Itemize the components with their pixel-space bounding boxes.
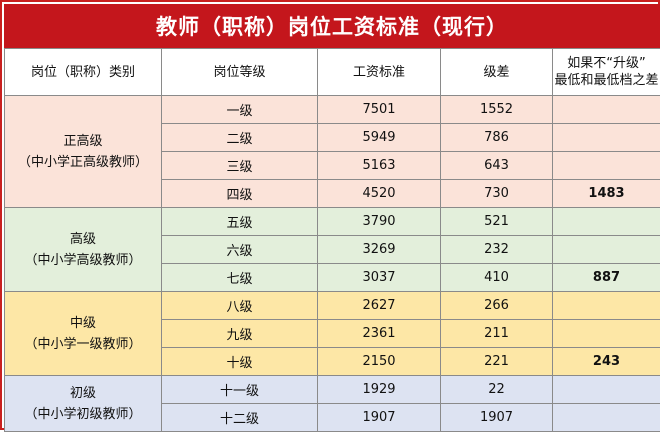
diff-cell: [553, 208, 660, 236]
salary-cell: 1907: [318, 404, 441, 432]
diff-cell: 1483: [553, 180, 660, 208]
diff-cell: [553, 96, 660, 124]
salary-table: 岗位（职称）类别 岗位等级 工资标准 级差 如果不“升级” 最低和最低档之差 正…: [4, 48, 660, 432]
grade-cell: 七级: [162, 264, 318, 292]
category-subtitle: （中小学正高级教师）: [5, 152, 161, 173]
grade-cell: 五级: [162, 208, 318, 236]
salary-cell: 3269: [318, 236, 441, 264]
salary-cell: 2150: [318, 348, 441, 376]
diff-cell: [553, 320, 660, 348]
header-note: 如果不“升级” 最低和最低档之差: [553, 49, 660, 96]
table-title: 教师（职称）岗位工资标准（现行）: [4, 4, 660, 48]
header-grade: 岗位等级: [162, 49, 318, 96]
step-cell: 643: [441, 152, 553, 180]
salary-cell: 5949: [318, 124, 441, 152]
diff-cell: [553, 236, 660, 264]
grade-cell: 四级: [162, 180, 318, 208]
category-subtitle: （中小学一级教师）: [5, 334, 161, 355]
header-step: 级差: [441, 49, 553, 96]
header-note-line2: 最低和最低档之差: [553, 72, 660, 89]
step-cell: 221: [441, 348, 553, 376]
category-cell: 正高级（中小学正高级教师）: [5, 96, 162, 208]
category-cell: 初级（中小学初级教师）: [5, 376, 162, 432]
step-cell: 1907: [441, 404, 553, 432]
category-subtitle: （中小学初级教师）: [5, 404, 161, 425]
header-category: 岗位（职称）类别: [5, 49, 162, 96]
step-cell: 410: [441, 264, 553, 292]
step-cell: 266: [441, 292, 553, 320]
diff-cell: [553, 404, 660, 432]
salary-cell: 2361: [318, 320, 441, 348]
grade-cell: 三级: [162, 152, 318, 180]
salary-cell: 1929: [318, 376, 441, 404]
header-salary: 工资标准: [318, 49, 441, 96]
diff-cell: 887: [553, 264, 660, 292]
category-cell: 高级（中小学高级教师）: [5, 208, 162, 292]
salary-cell: 3037: [318, 264, 441, 292]
salary-cell: 3790: [318, 208, 441, 236]
diff-cell: [553, 124, 660, 152]
grade-cell: 二级: [162, 124, 318, 152]
diff-cell: [553, 152, 660, 180]
step-cell: 211: [441, 320, 553, 348]
grade-cell: 九级: [162, 320, 318, 348]
salary-cell: 7501: [318, 96, 441, 124]
diff-cell: [553, 376, 660, 404]
salary-cell: 4520: [318, 180, 441, 208]
category-subtitle: （中小学高级教师）: [5, 250, 161, 271]
step-cell: 730: [441, 180, 553, 208]
step-cell: 786: [441, 124, 553, 152]
category-name: 正高级: [5, 131, 161, 152]
step-cell: 1552: [441, 96, 553, 124]
header-row: 岗位（职称）类别 岗位等级 工资标准 级差 如果不“升级” 最低和最低档之差: [5, 49, 660, 96]
diff-cell: 243: [553, 348, 660, 376]
grade-cell: 十一级: [162, 376, 318, 404]
grade-cell: 十二级: [162, 404, 318, 432]
header-note-line1: 如果不“升级”: [553, 55, 660, 72]
grade-cell: 六级: [162, 236, 318, 264]
category-name: 高级: [5, 229, 161, 250]
step-cell: 232: [441, 236, 553, 264]
category-name: 初级: [5, 383, 161, 404]
step-cell: 22: [441, 376, 553, 404]
step-cell: 521: [441, 208, 553, 236]
category-name: 中级: [5, 313, 161, 334]
grade-cell: 八级: [162, 292, 318, 320]
grade-cell: 十级: [162, 348, 318, 376]
category-cell: 中级（中小学一级教师）: [5, 292, 162, 376]
diff-cell: [553, 292, 660, 320]
grade-cell: 一级: [162, 96, 318, 124]
salary-cell: 2627: [318, 292, 441, 320]
salary-cell: 5163: [318, 152, 441, 180]
